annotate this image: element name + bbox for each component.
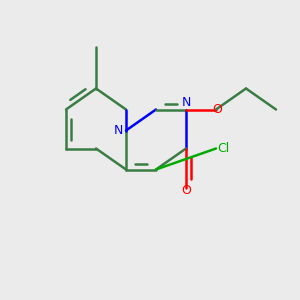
Text: N: N — [181, 95, 191, 109]
Text: Cl: Cl — [218, 142, 230, 155]
Text: N: N — [114, 124, 123, 137]
Text: O: O — [181, 184, 191, 197]
Text: O: O — [213, 103, 222, 116]
